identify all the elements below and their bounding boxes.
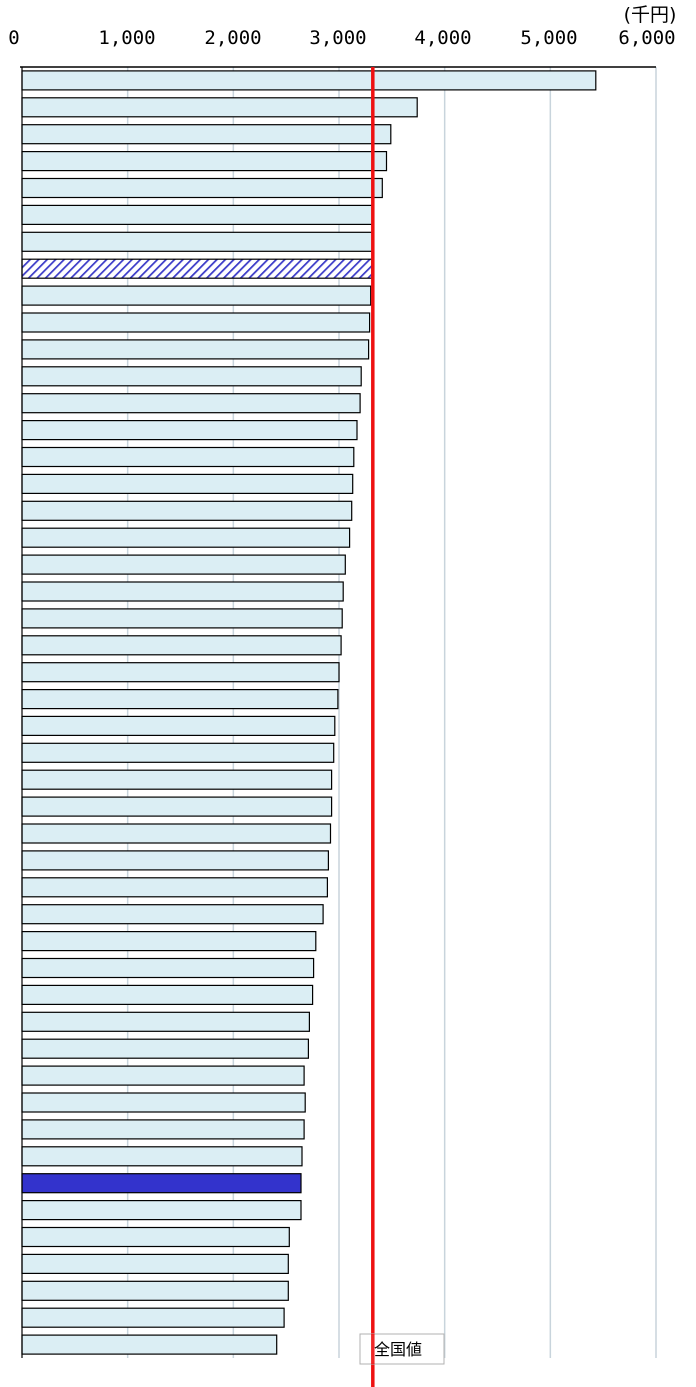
bar bbox=[21, 339, 370, 360]
bar bbox=[21, 1280, 289, 1301]
bar bbox=[21, 258, 373, 279]
bar bbox=[21, 70, 597, 91]
bar bbox=[21, 366, 362, 387]
x-axis-unit-label: (千円) bbox=[624, 4, 677, 26]
bar bbox=[21, 984, 314, 1006]
x-tick-label: 3,000 bbox=[309, 27, 366, 49]
bar bbox=[21, 204, 375, 225]
bar bbox=[21, 554, 346, 575]
bar bbox=[21, 1038, 309, 1059]
bar bbox=[21, 124, 392, 145]
bar bbox=[21, 877, 328, 898]
bar bbox=[21, 1307, 285, 1328]
bar bbox=[21, 823, 332, 844]
bar bbox=[21, 1146, 303, 1167]
bar bbox=[21, 662, 340, 683]
bar bbox=[21, 177, 383, 199]
bar bbox=[21, 1253, 289, 1275]
bar bbox=[21, 151, 388, 172]
bar bbox=[21, 796, 333, 817]
bar bbox=[21, 688, 339, 710]
bar bbox=[21, 393, 361, 414]
bar bbox=[21, 1065, 305, 1086]
bar bbox=[21, 742, 335, 763]
bar bbox=[21, 420, 358, 441]
bar bbox=[21, 1199, 302, 1221]
bar bbox=[21, 285, 372, 306]
bar bbox=[21, 635, 342, 656]
x-tick-label: 6,000 bbox=[618, 27, 675, 49]
bar bbox=[21, 97, 418, 118]
bar bbox=[21, 1226, 290, 1248]
x-tick-label: 5,000 bbox=[520, 27, 577, 49]
x-tick-label: 2,000 bbox=[204, 27, 261, 49]
bar bbox=[21, 850, 329, 871]
bar bbox=[21, 769, 333, 790]
bar bbox=[21, 957, 315, 979]
bar bbox=[21, 473, 354, 494]
bar bbox=[21, 715, 336, 737]
x-tick-label: 1,000 bbox=[98, 27, 155, 49]
bar bbox=[21, 500, 353, 521]
bar bbox=[21, 904, 324, 925]
bar bbox=[21, 1173, 302, 1194]
bar bbox=[21, 1011, 310, 1032]
bar bbox=[21, 312, 371, 333]
bar bbox=[21, 1092, 306, 1113]
bar bbox=[21, 1334, 278, 1355]
bar bbox=[21, 527, 351, 548]
bar bbox=[21, 1119, 305, 1140]
reference-label: 全国値 bbox=[374, 1340, 422, 1359]
bar bbox=[21, 608, 343, 629]
bar bbox=[21, 581, 344, 602]
bar bbox=[21, 231, 374, 252]
bar bbox=[21, 446, 355, 468]
x-tick-label: 4,000 bbox=[414, 27, 471, 49]
x-tick-label: 0 bbox=[8, 27, 19, 49]
bar bbox=[21, 930, 317, 952]
